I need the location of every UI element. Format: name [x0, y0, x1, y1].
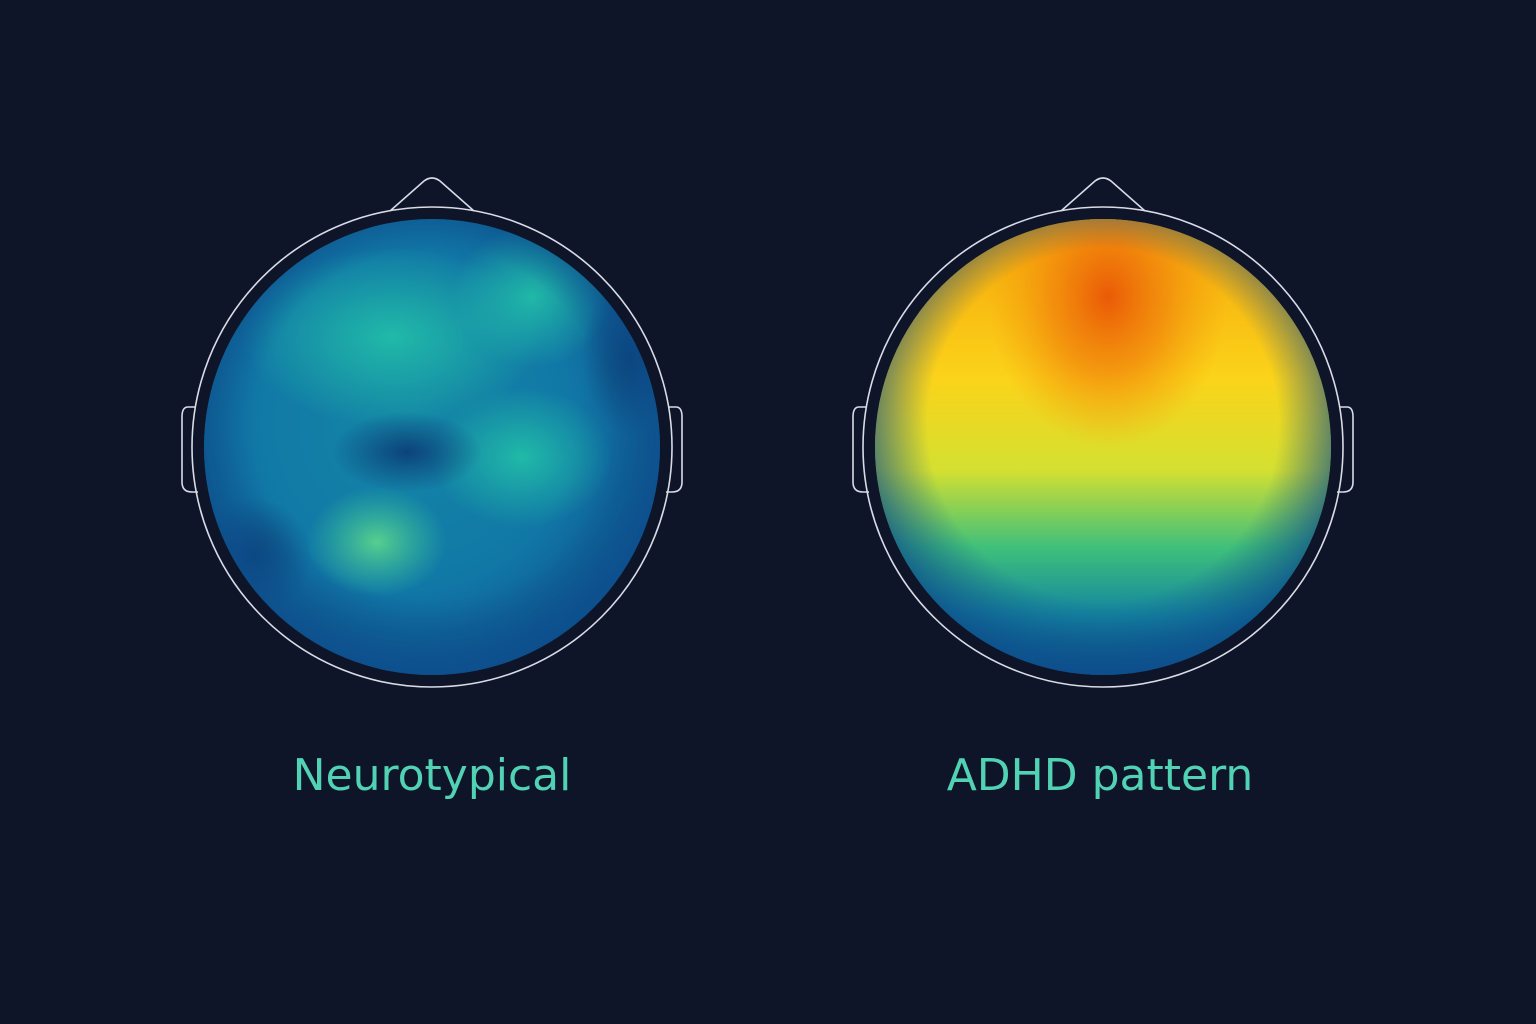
head-adhd [852, 177, 1354, 688]
panel-label: ADHD pattern [947, 750, 1254, 801]
ear [666, 406, 683, 493]
ear [181, 406, 198, 493]
nose [1060, 177, 1146, 212]
head-outline [862, 206, 1344, 688]
nose [389, 177, 475, 212]
panel-label: Neurotypical [293, 750, 572, 801]
ear [1337, 406, 1354, 493]
heatmap [875, 219, 1331, 675]
head-neurotypical [181, 177, 683, 688]
ear [852, 406, 869, 493]
heatmap [204, 219, 660, 675]
head-outline [191, 206, 673, 688]
